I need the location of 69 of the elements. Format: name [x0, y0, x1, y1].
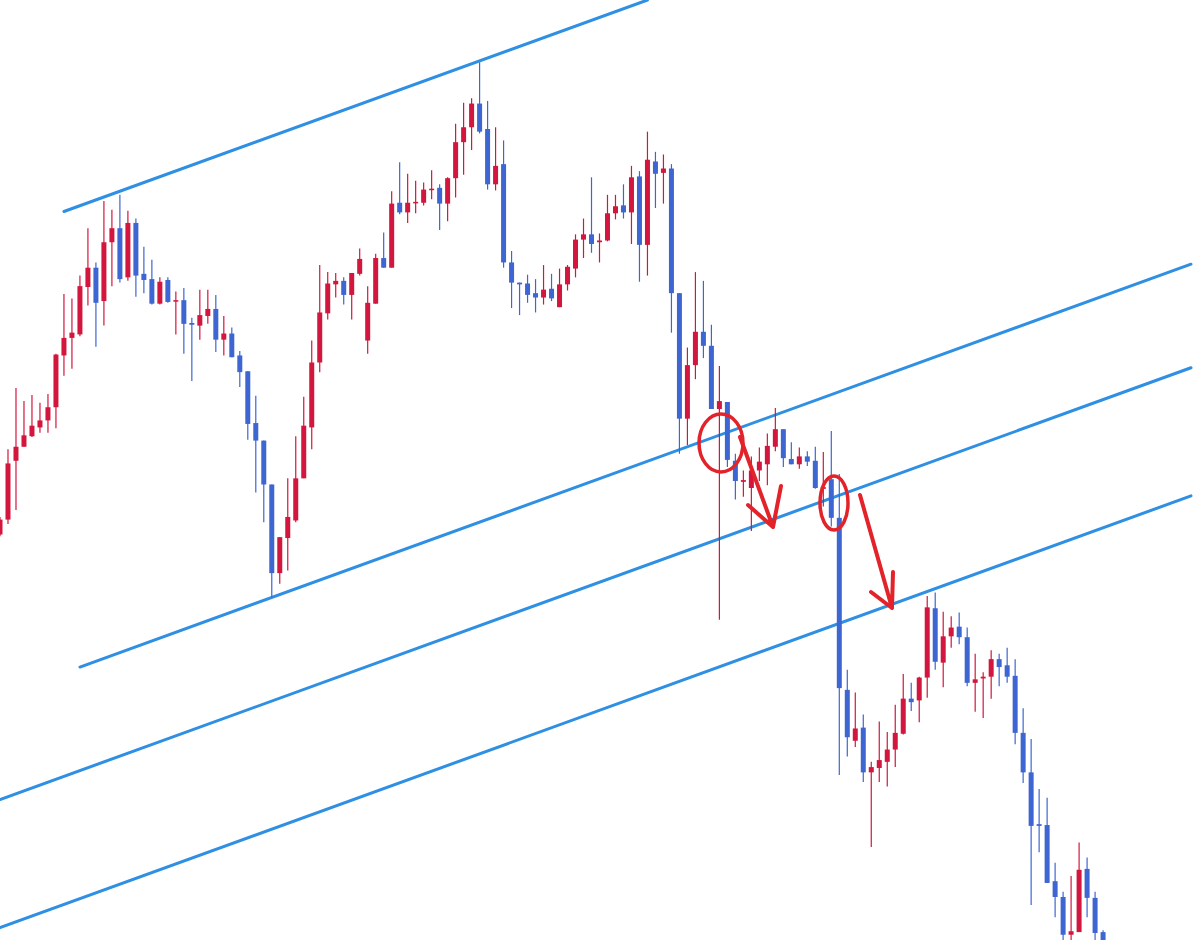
- candlestick: [61, 293, 67, 377]
- candlestick: [13, 387, 19, 511]
- candlestick: [541, 264, 547, 306]
- candlestick: [509, 250, 515, 309]
- candlestick: [660, 153, 666, 205]
- candlestick: [916, 676, 922, 723]
- candlestick: [996, 653, 1002, 687]
- candlestick: [229, 326, 235, 358]
- candlestick: [253, 395, 259, 493]
- candlestick: [141, 246, 147, 294]
- candlestick: [740, 469, 746, 498]
- candlestick: [1036, 788, 1042, 853]
- candlestick: [341, 276, 347, 306]
- candlestick: [796, 447, 802, 470]
- candlestick: [381, 231, 387, 269]
- candlestick: [85, 227, 91, 307]
- candlestick: [533, 278, 539, 314]
- candlestick: [157, 276, 163, 306]
- candlestick: [357, 247, 363, 277]
- candlestick: [421, 181, 427, 206]
- candlestick: [892, 704, 898, 768]
- candlestick: [221, 315, 227, 357]
- candlestick: [549, 273, 555, 302]
- candlestick: [205, 289, 211, 325]
- candlestick: [764, 432, 770, 486]
- candlestick: [181, 287, 187, 355]
- candlestick: [597, 232, 602, 264]
- candlestick: [21, 400, 27, 448]
- candlestick: [612, 194, 618, 221]
- candlestick: [1068, 875, 1074, 941]
- candlestick: [948, 615, 954, 649]
- candlestick: [756, 447, 762, 482]
- candlestick: [772, 407, 778, 452]
- candlestick: [589, 176, 594, 254]
- candlestick: [189, 317, 195, 382]
- candlestick: [461, 102, 467, 176]
- candlestick: [285, 477, 291, 572]
- candlestick: [884, 731, 890, 788]
- candlestick: [972, 653, 978, 713]
- candlestick: [397, 161, 403, 215]
- candlestick: [37, 402, 43, 434]
- candlestick: [852, 691, 858, 748]
- candlestick: [700, 280, 706, 359]
- candlestick: [349, 272, 355, 321]
- candlestick: [956, 612, 962, 645]
- candlestick: [1052, 862, 1058, 918]
- candlestick: [437, 183, 443, 231]
- candlestick: [405, 173, 411, 224]
- candlestick: [581, 217, 587, 259]
- candlestick: [493, 126, 499, 192]
- candlestick: [525, 274, 531, 304]
- candlestick: [620, 183, 626, 220]
- candlestick: [1004, 647, 1010, 684]
- candlestick: [652, 151, 658, 209]
- candlestick: [197, 289, 203, 341]
- candlestick: [237, 350, 243, 388]
- candlestick: [557, 267, 563, 308]
- candlestick: [45, 393, 51, 434]
- candlestick: [109, 209, 115, 287]
- candlestick: [868, 761, 874, 848]
- candlestick: [565, 264, 571, 292]
- candlestick: [29, 394, 35, 438]
- candlestick: [716, 365, 722, 621]
- candlestick: [173, 290, 179, 335]
- candlestick: [69, 297, 75, 370]
- candlestick: [165, 276, 171, 304]
- candlestick: [876, 720, 882, 783]
- candlestick: [469, 97, 475, 151]
- candlestick: [988, 649, 994, 700]
